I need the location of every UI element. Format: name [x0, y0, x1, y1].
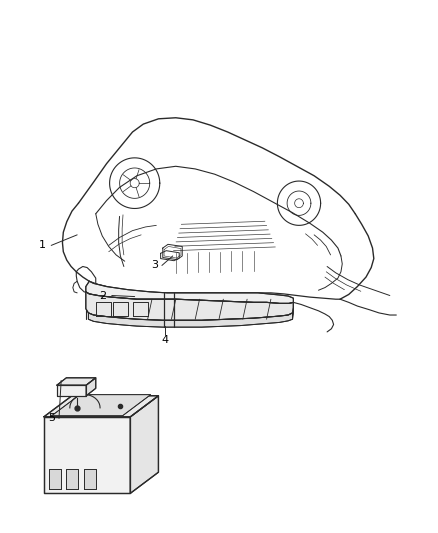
Polygon shape — [88, 313, 293, 327]
Polygon shape — [86, 281, 293, 303]
Text: 4: 4 — [161, 335, 169, 345]
Polygon shape — [84, 469, 96, 489]
Polygon shape — [86, 292, 293, 320]
Polygon shape — [66, 469, 78, 489]
Polygon shape — [86, 378, 96, 395]
Polygon shape — [44, 417, 131, 494]
Polygon shape — [131, 395, 159, 494]
Text: 2: 2 — [99, 290, 107, 301]
Polygon shape — [57, 385, 86, 395]
Polygon shape — [57, 378, 96, 385]
Text: 1: 1 — [39, 240, 46, 251]
Text: 3: 3 — [152, 261, 159, 270]
Polygon shape — [52, 394, 151, 416]
Polygon shape — [49, 469, 61, 489]
Polygon shape — [44, 395, 159, 417]
Text: 5: 5 — [48, 414, 55, 423]
